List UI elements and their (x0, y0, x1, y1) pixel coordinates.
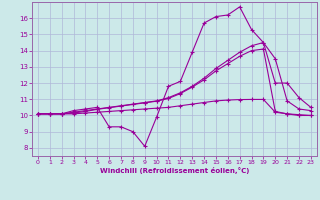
X-axis label: Windchill (Refroidissement éolien,°C): Windchill (Refroidissement éolien,°C) (100, 167, 249, 174)
